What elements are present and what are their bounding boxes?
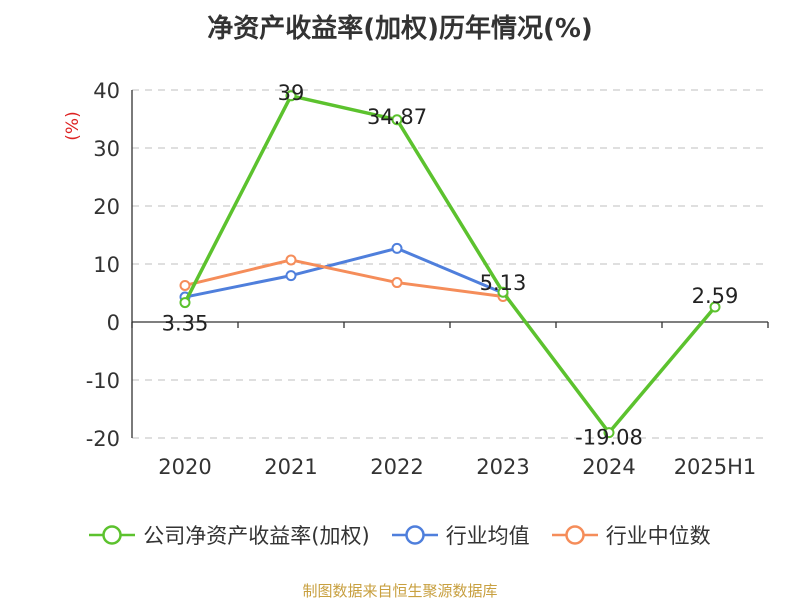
y-tick-label: 0 <box>107 311 120 335</box>
data-label: 2.59 <box>692 284 739 308</box>
x-tick-label: 2024 <box>582 455 635 479</box>
x-tick-label: 2023 <box>476 455 529 479</box>
data-point <box>603 427 615 439</box>
x-tick-label: 2020 <box>158 455 211 479</box>
y-tick-label: 10 <box>93 253 120 277</box>
series-line-industry-mean <box>184 246 504 299</box>
data-label: 34.87 <box>367 105 427 129</box>
y-tick-label: 20 <box>93 195 120 219</box>
chart-title: 净资产收益率(加权)历年情况(%) <box>207 14 593 44</box>
legend-item: 行业中位数 <box>551 520 711 550</box>
legend-swatch-icon <box>551 525 598 545</box>
data-point <box>179 279 191 291</box>
data-label: 3.35 <box>162 312 209 336</box>
x-tick-label: 2021 <box>264 455 317 479</box>
series-line-company-roe <box>183 94 717 435</box>
y-tick-label: 30 <box>93 137 120 161</box>
data-point <box>709 301 721 313</box>
data-point <box>285 270 297 282</box>
legend-swatch-icon <box>89 525 136 545</box>
y-tick-label: -20 <box>86 427 120 451</box>
legend-swatch-icon <box>391 525 438 545</box>
y-axis-label: (%) <box>63 111 83 140</box>
series-line-industry-median <box>184 258 504 298</box>
data-point <box>497 286 509 298</box>
data-label: -19.08 <box>575 426 643 450</box>
data-point <box>285 254 297 266</box>
data-point <box>391 242 403 254</box>
y-tick-label: -10 <box>86 369 120 393</box>
data-point <box>391 114 403 126</box>
x-tick-label: 2022 <box>370 455 423 479</box>
data-label: 39 <box>278 81 305 105</box>
legend-item: 公司净资产收益率(加权) <box>89 520 370 550</box>
data-point <box>391 277 403 289</box>
legend-label: 行业中位数 <box>605 524 711 548</box>
legend-label: 行业均值 <box>445 524 530 548</box>
legend-item: 行业均值 <box>391 520 530 550</box>
x-tick-label: 2025H1 <box>674 455 757 479</box>
source-note: 制图数据来自恒生聚源数据库 <box>302 582 498 600</box>
legend-label: 公司净资产收益率(加权) <box>143 524 370 548</box>
data-point <box>179 297 191 309</box>
y-tick-label: 40 <box>93 79 120 103</box>
data-point <box>285 90 297 102</box>
data-label: 5.13 <box>480 271 527 295</box>
chart-legend: 公司净资产收益率(加权) 行业均值 行业中位数 <box>0 520 800 550</box>
